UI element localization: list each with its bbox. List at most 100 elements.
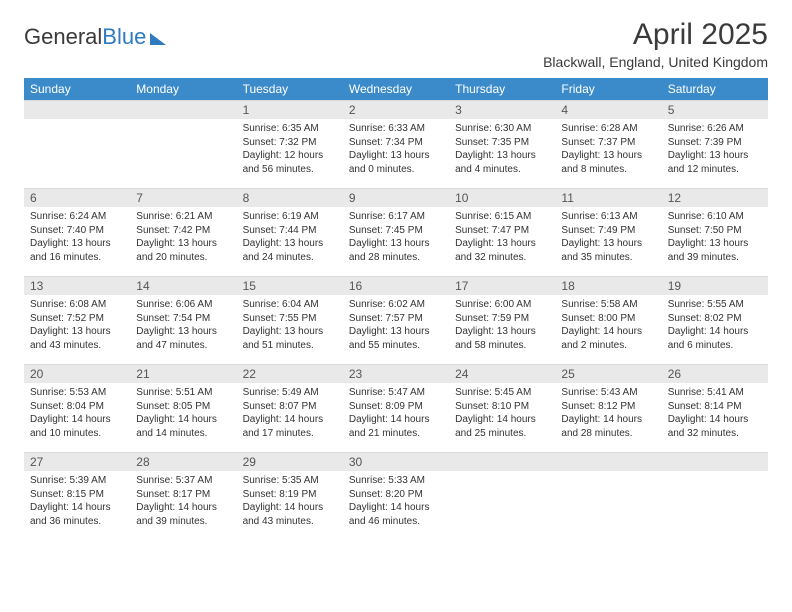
- day-details: Sunrise: 5:43 AMSunset: 8:12 PMDaylight:…: [555, 383, 661, 446]
- weekday-header: Wednesday: [343, 78, 449, 100]
- calendar-day-cell: [130, 100, 236, 188]
- calendar-day-cell: 5Sunrise: 6:26 AMSunset: 7:39 PMDaylight…: [662, 100, 768, 188]
- calendar-day-cell: 6Sunrise: 6:24 AMSunset: 7:40 PMDaylight…: [24, 188, 130, 276]
- calendar-day-cell: 28Sunrise: 5:37 AMSunset: 8:17 PMDayligh…: [130, 452, 236, 540]
- calendar-day-cell: 11Sunrise: 6:13 AMSunset: 7:49 PMDayligh…: [555, 188, 661, 276]
- day-number: 7: [130, 188, 236, 207]
- calendar-day-cell: 23Sunrise: 5:47 AMSunset: 8:09 PMDayligh…: [343, 364, 449, 452]
- month-title: April 2025: [543, 18, 768, 52]
- day-details: Sunrise: 5:45 AMSunset: 8:10 PMDaylight:…: [449, 383, 555, 446]
- header: GeneralBlue April 2025 Blackwall, Englan…: [24, 18, 768, 70]
- calendar-day-cell: 13Sunrise: 6:08 AMSunset: 7:52 PMDayligh…: [24, 276, 130, 364]
- calendar-day-cell: 14Sunrise: 6:06 AMSunset: 7:54 PMDayligh…: [130, 276, 236, 364]
- day-number: 4: [555, 100, 661, 119]
- day-details: Sunrise: 5:35 AMSunset: 8:19 PMDaylight:…: [237, 471, 343, 534]
- calendar-day-cell: 2Sunrise: 6:33 AMSunset: 7:34 PMDaylight…: [343, 100, 449, 188]
- weekday-header: Friday: [555, 78, 661, 100]
- title-block: April 2025 Blackwall, England, United Ki…: [543, 18, 768, 70]
- day-details: Sunrise: 6:17 AMSunset: 7:45 PMDaylight:…: [343, 207, 449, 270]
- calendar-day-cell: 3Sunrise: 6:30 AMSunset: 7:35 PMDaylight…: [449, 100, 555, 188]
- calendar-day-cell: [555, 452, 661, 540]
- day-details: Sunrise: 5:51 AMSunset: 8:05 PMDaylight:…: [130, 383, 236, 446]
- logo: GeneralBlue: [24, 18, 166, 50]
- day-number: 5: [662, 100, 768, 119]
- calendar-day-cell: [24, 100, 130, 188]
- day-number: 28: [130, 452, 236, 471]
- calendar-day-cell: 25Sunrise: 5:43 AMSunset: 8:12 PMDayligh…: [555, 364, 661, 452]
- calendar-week-row: 20Sunrise: 5:53 AMSunset: 8:04 PMDayligh…: [24, 364, 768, 452]
- calendar-day-cell: 4Sunrise: 6:28 AMSunset: 7:37 PMDaylight…: [555, 100, 661, 188]
- day-details: Sunrise: 6:30 AMSunset: 7:35 PMDaylight:…: [449, 119, 555, 182]
- day-number: 25: [555, 364, 661, 383]
- day-number: 20: [24, 364, 130, 383]
- calendar-day-cell: 17Sunrise: 6:00 AMSunset: 7:59 PMDayligh…: [449, 276, 555, 364]
- day-number: 2: [343, 100, 449, 119]
- weekday-header-row: SundayMondayTuesdayWednesdayThursdayFrid…: [24, 78, 768, 100]
- day-number-empty: [24, 100, 130, 119]
- day-number: 14: [130, 276, 236, 295]
- day-number: 9: [343, 188, 449, 207]
- calendar-day-cell: 20Sunrise: 5:53 AMSunset: 8:04 PMDayligh…: [24, 364, 130, 452]
- calendar-body: 1Sunrise: 6:35 AMSunset: 7:32 PMDaylight…: [24, 100, 768, 540]
- day-number-empty: [449, 452, 555, 471]
- calendar-day-cell: 7Sunrise: 6:21 AMSunset: 7:42 PMDaylight…: [130, 188, 236, 276]
- weekday-header: Sunday: [24, 78, 130, 100]
- calendar-day-cell: 24Sunrise: 5:45 AMSunset: 8:10 PMDayligh…: [449, 364, 555, 452]
- day-number: 10: [449, 188, 555, 207]
- calendar-day-cell: 8Sunrise: 6:19 AMSunset: 7:44 PMDaylight…: [237, 188, 343, 276]
- day-details: Sunrise: 6:15 AMSunset: 7:47 PMDaylight:…: [449, 207, 555, 270]
- day-number: 24: [449, 364, 555, 383]
- day-number: 8: [237, 188, 343, 207]
- day-details: Sunrise: 6:08 AMSunset: 7:52 PMDaylight:…: [24, 295, 130, 358]
- logo-text-blue: Blue: [102, 24, 146, 50]
- day-number: 30: [343, 452, 449, 471]
- day-number: 27: [24, 452, 130, 471]
- day-details: Sunrise: 6:00 AMSunset: 7:59 PMDaylight:…: [449, 295, 555, 358]
- calendar-day-cell: 18Sunrise: 5:58 AMSunset: 8:00 PMDayligh…: [555, 276, 661, 364]
- day-number: 18: [555, 276, 661, 295]
- day-number: 16: [343, 276, 449, 295]
- calendar-day-cell: 27Sunrise: 5:39 AMSunset: 8:15 PMDayligh…: [24, 452, 130, 540]
- calendar-day-cell: 26Sunrise: 5:41 AMSunset: 8:14 PMDayligh…: [662, 364, 768, 452]
- day-details: Sunrise: 6:02 AMSunset: 7:57 PMDaylight:…: [343, 295, 449, 358]
- calendar-day-cell: 16Sunrise: 6:02 AMSunset: 7:57 PMDayligh…: [343, 276, 449, 364]
- day-number: 11: [555, 188, 661, 207]
- day-details: Sunrise: 6:21 AMSunset: 7:42 PMDaylight:…: [130, 207, 236, 270]
- calendar-day-cell: 10Sunrise: 6:15 AMSunset: 7:47 PMDayligh…: [449, 188, 555, 276]
- calendar-day-cell: [449, 452, 555, 540]
- calendar-week-row: 27Sunrise: 5:39 AMSunset: 8:15 PMDayligh…: [24, 452, 768, 540]
- day-details: Sunrise: 6:33 AMSunset: 7:34 PMDaylight:…: [343, 119, 449, 182]
- weekday-header: Thursday: [449, 78, 555, 100]
- day-details: Sunrise: 6:04 AMSunset: 7:55 PMDaylight:…: [237, 295, 343, 358]
- day-details: Sunrise: 5:33 AMSunset: 8:20 PMDaylight:…: [343, 471, 449, 534]
- calendar-day-cell: 19Sunrise: 5:55 AMSunset: 8:02 PMDayligh…: [662, 276, 768, 364]
- day-details: Sunrise: 6:19 AMSunset: 7:44 PMDaylight:…: [237, 207, 343, 270]
- calendar-day-cell: 21Sunrise: 5:51 AMSunset: 8:05 PMDayligh…: [130, 364, 236, 452]
- calendar-day-cell: [662, 452, 768, 540]
- location: Blackwall, England, United Kingdom: [543, 54, 768, 70]
- day-number-empty: [130, 100, 236, 119]
- day-details: Sunrise: 5:39 AMSunset: 8:15 PMDaylight:…: [24, 471, 130, 534]
- day-details: Sunrise: 6:24 AMSunset: 7:40 PMDaylight:…: [24, 207, 130, 270]
- day-details: Sunrise: 5:41 AMSunset: 8:14 PMDaylight:…: [662, 383, 768, 446]
- day-number: 23: [343, 364, 449, 383]
- day-number: 3: [449, 100, 555, 119]
- day-details: Sunrise: 6:28 AMSunset: 7:37 PMDaylight:…: [555, 119, 661, 182]
- logo-text-general: General: [24, 24, 102, 50]
- day-number-empty: [662, 452, 768, 471]
- day-details: Sunrise: 6:06 AMSunset: 7:54 PMDaylight:…: [130, 295, 236, 358]
- calendar-day-cell: 15Sunrise: 6:04 AMSunset: 7:55 PMDayligh…: [237, 276, 343, 364]
- day-details: Sunrise: 6:10 AMSunset: 7:50 PMDaylight:…: [662, 207, 768, 270]
- calendar-day-cell: 12Sunrise: 6:10 AMSunset: 7:50 PMDayligh…: [662, 188, 768, 276]
- day-details: Sunrise: 6:26 AMSunset: 7:39 PMDaylight:…: [662, 119, 768, 182]
- day-number: 1: [237, 100, 343, 119]
- day-number: 21: [130, 364, 236, 383]
- calendar-day-cell: 29Sunrise: 5:35 AMSunset: 8:19 PMDayligh…: [237, 452, 343, 540]
- day-details: Sunrise: 6:35 AMSunset: 7:32 PMDaylight:…: [237, 119, 343, 182]
- day-details: Sunrise: 6:13 AMSunset: 7:49 PMDaylight:…: [555, 207, 661, 270]
- calendar-day-cell: 22Sunrise: 5:49 AMSunset: 8:07 PMDayligh…: [237, 364, 343, 452]
- day-number: 13: [24, 276, 130, 295]
- day-number: 19: [662, 276, 768, 295]
- calendar-day-cell: 9Sunrise: 6:17 AMSunset: 7:45 PMDaylight…: [343, 188, 449, 276]
- day-number: 12: [662, 188, 768, 207]
